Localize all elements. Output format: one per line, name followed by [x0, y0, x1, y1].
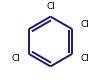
- Text: Cl: Cl: [81, 20, 90, 29]
- Text: Cl: Cl: [11, 54, 20, 63]
- Text: Cl: Cl: [46, 2, 55, 11]
- Text: Cl: Cl: [81, 54, 90, 63]
